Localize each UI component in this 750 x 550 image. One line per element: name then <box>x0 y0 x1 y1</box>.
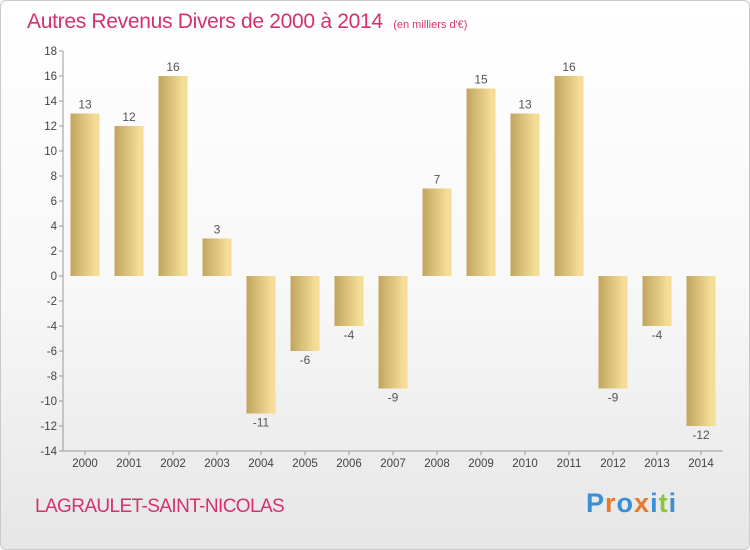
bar <box>70 113 100 276</box>
y-tick-label: 4 <box>51 221 58 233</box>
y-tick-label: -10 <box>40 396 57 408</box>
x-tick-label: 2010 <box>512 458 538 470</box>
commune-name: LAGRAULET-SAINT-NICOLAS <box>35 496 285 517</box>
data-label: 7 <box>434 173 441 187</box>
x-tick-label: 2004 <box>248 458 274 470</box>
logo-letter: x <box>634 488 651 518</box>
x-tick-label: 2007 <box>380 458 406 470</box>
y-tick-label: 0 <box>51 271 57 283</box>
y-tick-label: 2 <box>51 246 57 258</box>
y-tick-label: 18 <box>44 46 57 58</box>
bar <box>598 276 628 389</box>
y-tick-label: 16 <box>44 71 57 83</box>
y-tick-label: -8 <box>47 371 57 383</box>
logo-letter: o <box>616 488 635 518</box>
bar <box>202 238 232 276</box>
bar <box>378 276 408 389</box>
logo-letter: i <box>668 488 678 518</box>
data-label: -9 <box>388 391 399 405</box>
data-label: -4 <box>652 328 663 342</box>
x-tick-label: 2013 <box>644 458 670 470</box>
bar <box>246 276 276 414</box>
data-label: -11 <box>253 416 270 430</box>
data-label: -4 <box>344 328 355 342</box>
y-tick-label: -6 <box>47 346 57 358</box>
y-tick-label: 8 <box>51 171 57 183</box>
y-tick-label: 10 <box>44 146 57 158</box>
data-label: 13 <box>518 98 532 112</box>
x-tick-label: 2006 <box>336 458 362 470</box>
proxiti-logo: Proxiti <box>586 488 677 519</box>
x-tick-label: 2011 <box>557 458 582 470</box>
data-label: 13 <box>78 98 92 112</box>
data-label: 12 <box>122 110 136 124</box>
bar <box>642 276 672 326</box>
bar <box>554 76 584 276</box>
x-tick-label: 2012 <box>600 458 626 470</box>
bar <box>334 276 364 326</box>
data-label: 16 <box>562 60 576 74</box>
logo-letter: t <box>658 488 669 518</box>
chart-title: Autres Revenus Divers de 2000 à 2014 <box>27 10 383 33</box>
x-tick-label: 2000 <box>72 458 98 470</box>
y-tick-label: 14 <box>44 96 57 108</box>
chart-header: Autres Revenus Divers de 2000 à 2014 (en… <box>27 10 467 34</box>
y-tick-label: -2 <box>47 296 57 308</box>
logo-letter: i <box>650 488 659 518</box>
x-tick-label: 2001 <box>116 458 142 470</box>
data-label: -6 <box>300 353 311 367</box>
x-tick-label: 2002 <box>160 458 186 470</box>
y-tick-label: -12 <box>40 421 57 433</box>
bar <box>114 126 144 276</box>
y-tick-label: 6 <box>51 196 57 208</box>
y-tick-label: -4 <box>47 321 58 333</box>
x-tick-label: 2005 <box>292 458 318 470</box>
bar <box>422 188 452 276</box>
data-label: -9 <box>608 391 619 405</box>
chart-unit: (en milliers d'€) <box>393 19 468 31</box>
x-tick-label: 2009 <box>468 458 494 470</box>
bar <box>290 276 320 351</box>
x-tick-label: 2003 <box>204 458 230 470</box>
logo-letter: r <box>605 488 617 518</box>
data-label: 16 <box>166 60 180 74</box>
data-label: 15 <box>474 73 488 87</box>
logo-letter: P <box>586 488 606 518</box>
data-label: 3 <box>214 223 221 237</box>
x-tick-label: 2008 <box>424 458 450 470</box>
bar <box>466 88 496 276</box>
bar <box>158 76 188 276</box>
bar <box>686 276 716 426</box>
y-tick-label: 12 <box>44 121 57 133</box>
bar <box>510 113 540 276</box>
x-tick-label: 2014 <box>688 458 714 470</box>
data-label: -12 <box>692 428 710 442</box>
y-tick-label: -14 <box>40 446 57 458</box>
